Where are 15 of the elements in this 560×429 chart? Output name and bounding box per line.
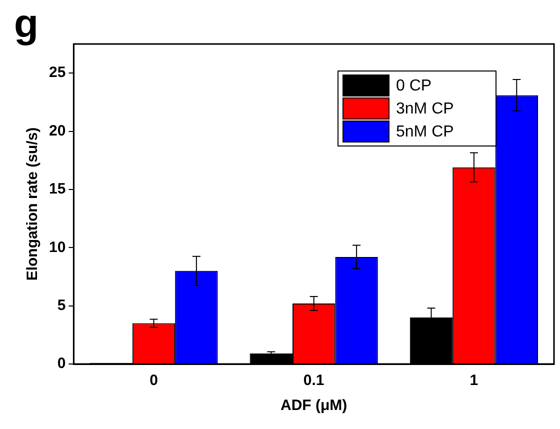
legend-label: 0 CP — [396, 77, 432, 94]
y-tick-label: 15 — [48, 180, 66, 198]
y-tick-label: 25 — [48, 64, 66, 82]
y-tick-label: 5 — [57, 296, 66, 314]
x-tick-label: 0.1 — [303, 372, 324, 390]
legend-label: 5nM CP — [396, 123, 454, 140]
y-tick-label: 0 — [57, 355, 66, 372]
y-tick-label: 10 — [48, 238, 66, 256]
y-tick-label: 20 — [48, 122, 66, 140]
y-axis-title: Elongation rate (su/s) — [24, 127, 42, 281]
x-axis-title: ADF (μM) — [280, 397, 348, 414]
x-tick-label: 1 — [470, 372, 478, 390]
x-tick-label: 0 — [150, 372, 158, 390]
text: g — [14, 2, 38, 47]
legend-label: 3nM CP — [396, 100, 454, 118]
